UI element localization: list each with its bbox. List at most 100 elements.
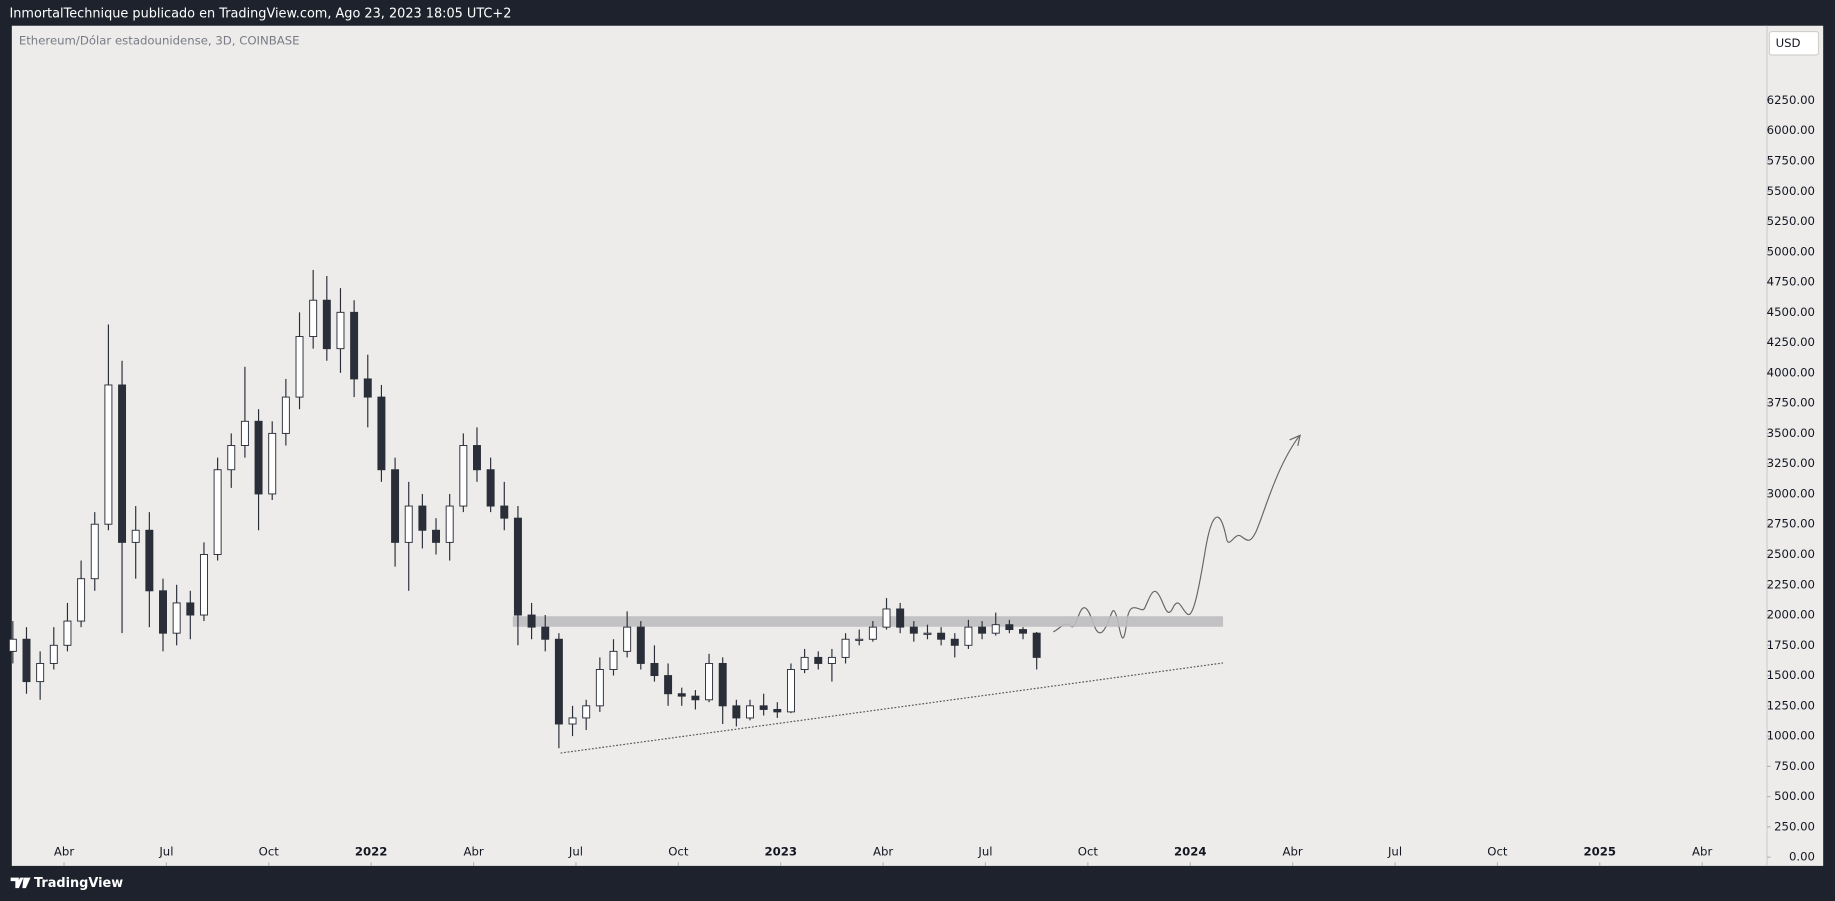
candle bbox=[131, 506, 140, 579]
candle-body bbox=[240, 420, 249, 446]
candle bbox=[896, 602, 905, 634]
support-trendline bbox=[560, 662, 1224, 754]
currency-badge[interactable] bbox=[1768, 31, 1820, 56]
candle bbox=[473, 427, 481, 482]
candle-body bbox=[63, 620, 72, 646]
candle bbox=[595, 657, 604, 712]
x-tick-label: Oct bbox=[668, 844, 689, 858]
candle-body bbox=[978, 626, 987, 634]
candle bbox=[978, 621, 987, 640]
candle bbox=[568, 705, 577, 737]
x-tick-label: Jul bbox=[1387, 844, 1402, 858]
candle bbox=[677, 687, 686, 706]
candle bbox=[118, 360, 127, 634]
candle-body bbox=[718, 662, 727, 707]
candle-body bbox=[950, 638, 959, 646]
candle bbox=[377, 384, 386, 482]
y-tick-label: 6000.00 bbox=[1767, 123, 1815, 137]
candle-body bbox=[800, 656, 809, 670]
candle-body bbox=[363, 378, 372, 398]
candle-body bbox=[786, 669, 795, 713]
x-tick-label: Jul bbox=[977, 844, 992, 858]
candle-body bbox=[445, 505, 454, 543]
candle-body bbox=[281, 396, 290, 434]
candle-body bbox=[595, 669, 604, 707]
candle-body bbox=[855, 638, 864, 641]
candle bbox=[63, 602, 72, 652]
candle bbox=[909, 621, 918, 642]
candle-body bbox=[554, 638, 563, 725]
candle bbox=[636, 621, 645, 670]
candle-body bbox=[746, 705, 754, 719]
candle bbox=[159, 578, 167, 652]
resistance-zone bbox=[512, 616, 1224, 627]
candle bbox=[746, 699, 754, 721]
candle bbox=[8, 621, 17, 664]
candle bbox=[964, 619, 973, 649]
y-tick-label: 2750.00 bbox=[1767, 517, 1815, 531]
candle-body bbox=[841, 638, 850, 658]
candle bbox=[1005, 619, 1014, 634]
candle-body bbox=[759, 705, 768, 710]
y-tick-label: 6250.00 bbox=[1767, 93, 1815, 107]
candle-body bbox=[186, 602, 195, 616]
candle-body bbox=[513, 517, 522, 616]
candle-body bbox=[309, 299, 318, 338]
candle bbox=[104, 324, 113, 531]
candle-body bbox=[172, 602, 181, 634]
candle bbox=[923, 624, 932, 640]
x-tick-label: Jul bbox=[568, 844, 583, 858]
candle bbox=[773, 702, 782, 718]
y-tick-label: 0.00 bbox=[1789, 850, 1815, 864]
candle-body bbox=[336, 311, 345, 350]
candle bbox=[186, 590, 195, 640]
candle-body bbox=[418, 505, 427, 531]
candle-body bbox=[773, 708, 782, 713]
candle-body bbox=[432, 529, 441, 543]
candle bbox=[841, 633, 850, 664]
candle bbox=[527, 602, 536, 640]
candle bbox=[49, 627, 58, 670]
candle-body bbox=[227, 445, 236, 471]
candle bbox=[541, 615, 550, 652]
candle bbox=[691, 690, 700, 710]
candle-body bbox=[22, 638, 31, 683]
candle-body bbox=[404, 505, 413, 543]
y-tick-label: 4750.00 bbox=[1767, 275, 1815, 289]
candle-body bbox=[814, 656, 823, 664]
x-tick-label: 2025 bbox=[1584, 844, 1617, 858]
y-tick-label: 500.00 bbox=[1774, 789, 1815, 803]
candle bbox=[855, 629, 864, 646]
x-tick-label: Oct bbox=[1078, 844, 1099, 858]
candle-body bbox=[295, 336, 304, 398]
y-tick-label: 4500.00 bbox=[1767, 305, 1815, 319]
candle bbox=[950, 633, 959, 658]
candle-body bbox=[882, 608, 891, 628]
candle-body bbox=[391, 469, 400, 543]
candle-body bbox=[49, 644, 58, 664]
candle-body bbox=[732, 705, 741, 719]
y-tick-label: 2500.00 bbox=[1767, 547, 1815, 561]
candle bbox=[623, 611, 632, 658]
candle-body bbox=[36, 662, 45, 683]
candle bbox=[22, 627, 31, 694]
candle bbox=[609, 639, 618, 676]
candle bbox=[295, 312, 304, 410]
candle-body bbox=[268, 432, 277, 495]
candle bbox=[814, 651, 823, 670]
candle-body bbox=[159, 590, 167, 634]
candle-body bbox=[636, 626, 645, 664]
candle-body bbox=[377, 396, 386, 471]
candle-body bbox=[213, 469, 222, 555]
candle-body bbox=[677, 693, 686, 697]
candle bbox=[705, 653, 714, 703]
y-tick-label: 4250.00 bbox=[1767, 335, 1815, 349]
candle bbox=[281, 378, 290, 446]
candle bbox=[363, 354, 372, 428]
candle bbox=[227, 433, 236, 488]
candle bbox=[404, 481, 413, 591]
candle-body bbox=[1032, 632, 1041, 658]
candle bbox=[1019, 627, 1028, 640]
candle-body bbox=[664, 675, 673, 695]
y-tick-label: 2000.00 bbox=[1767, 608, 1815, 622]
